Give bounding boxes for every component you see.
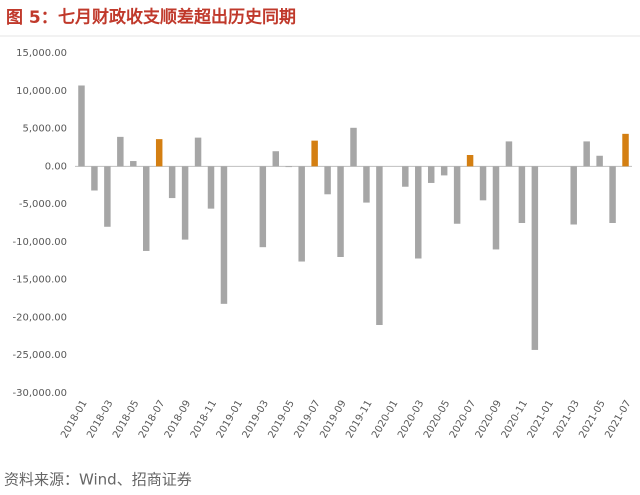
bar: [609, 166, 616, 223]
bar: [427, 166, 435, 183]
y-tick-label: -20,000.00: [12, 312, 67, 323]
bar: [207, 166, 215, 209]
bar: [402, 166, 409, 187]
figure-label: 图 5：: [6, 8, 58, 28]
bar: [518, 166, 526, 223]
y-tick-label: 5,000.00: [22, 124, 67, 135]
bar: [570, 166, 577, 225]
y-tick-label: -10,000.00: [12, 237, 67, 248]
x-tick-label: 2021-07: [603, 399, 633, 441]
bar: [117, 136, 124, 167]
bar: [440, 166, 448, 176]
bar: [466, 155, 474, 167]
chart-title: 七月财政收支顺差超出历史同期: [58, 7, 296, 28]
bar: [505, 141, 513, 167]
y-tick-label: -25,000.00: [12, 350, 67, 361]
bar: [324, 166, 331, 195]
bar: [91, 166, 98, 191]
y-tick-label: 10,000.00: [16, 86, 67, 97]
bar: [168, 166, 176, 199]
bar: [583, 141, 590, 167]
bar: [363, 166, 370, 203]
bar: [622, 133, 629, 167]
y-tick-label: -15,000.00: [12, 275, 67, 286]
y-tick-label: 0.00: [45, 161, 67, 172]
bar: [596, 155, 603, 167]
y-tick-label: -5,000.00: [19, 199, 67, 210]
bar: [492, 166, 500, 250]
bar: [155, 139, 163, 167]
bar: [311, 140, 318, 167]
bar: [194, 137, 202, 167]
y-tick-label: 15,000.00: [16, 48, 67, 59]
bar: [78, 85, 85, 167]
source: 资料来源：Wind、招商证券: [4, 471, 192, 489]
bar: [181, 166, 189, 240]
bar: [220, 166, 228, 304]
bar: [453, 166, 461, 224]
bar: [259, 166, 267, 248]
bar: [376, 166, 383, 325]
bar: [479, 166, 487, 201]
bar: [285, 166, 292, 168]
bar: [272, 151, 280, 167]
y-tick-label: -30,000.00: [12, 388, 67, 399]
bar: [130, 161, 137, 167]
bar: [104, 166, 111, 227]
bar: [298, 166, 305, 262]
bar: [337, 166, 344, 257]
bar: [143, 166, 150, 251]
bar: [531, 166, 539, 350]
bar: [415, 166, 422, 259]
bar: [350, 127, 357, 167]
